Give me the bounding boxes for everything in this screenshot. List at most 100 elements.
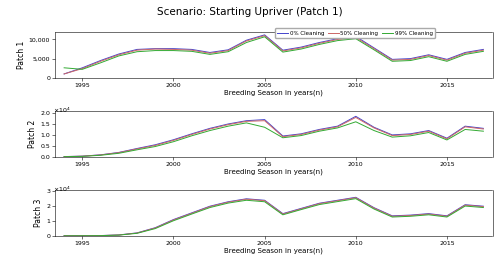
50% Cleaning	[444, 215, 450, 218]
50% Cleaning	[389, 59, 395, 62]
50% Cleaning	[188, 48, 194, 52]
99% Cleaning	[480, 50, 486, 53]
99% Cleaning	[116, 233, 122, 237]
0% Cleaning	[262, 199, 268, 202]
50% Cleaning	[298, 207, 304, 210]
50% Cleaning	[61, 155, 67, 158]
0% Cleaning	[152, 226, 158, 229]
50% Cleaning	[207, 52, 213, 55]
50% Cleaning	[316, 42, 322, 45]
50% Cleaning	[371, 126, 377, 130]
0% Cleaning	[408, 214, 414, 217]
99% Cleaning	[134, 232, 140, 235]
50% Cleaning	[244, 39, 250, 43]
0% Cleaning	[444, 58, 450, 61]
99% Cleaning	[316, 203, 322, 206]
50% Cleaning	[80, 154, 86, 158]
50% Cleaning	[462, 204, 468, 207]
99% Cleaning	[98, 234, 103, 237]
99% Cleaning	[480, 206, 486, 209]
99% Cleaning	[426, 55, 432, 58]
50% Cleaning	[134, 147, 140, 151]
50% Cleaning	[298, 46, 304, 50]
99% Cleaning	[80, 234, 86, 237]
0% Cleaning	[353, 115, 359, 118]
0% Cleaning	[462, 203, 468, 206]
0% Cleaning	[80, 66, 86, 69]
50% Cleaning	[116, 233, 122, 237]
99% Cleaning	[280, 136, 286, 139]
50% Cleaning	[61, 72, 67, 76]
99% Cleaning	[298, 134, 304, 137]
99% Cleaning	[334, 39, 340, 42]
99% Cleaning	[207, 129, 213, 132]
99% Cleaning	[134, 50, 140, 53]
99% Cleaning	[334, 200, 340, 203]
50% Cleaning	[80, 234, 86, 237]
50% Cleaning	[408, 58, 414, 61]
50% Cleaning	[244, 120, 250, 123]
99% Cleaning	[298, 47, 304, 51]
99% Cleaning	[262, 200, 268, 203]
0% Cleaning	[444, 214, 450, 217]
99% Cleaning	[207, 206, 213, 209]
99% Cleaning	[61, 155, 67, 158]
99% Cleaning	[298, 208, 304, 211]
X-axis label: Breeding Season in years(n): Breeding Season in years(n)	[224, 89, 323, 95]
99% Cleaning	[188, 213, 194, 216]
99% Cleaning	[80, 68, 86, 71]
50% Cleaning	[353, 116, 359, 119]
99% Cleaning	[408, 134, 414, 137]
0% Cleaning	[134, 231, 140, 235]
0% Cleaning	[334, 125, 340, 128]
99% Cleaning	[244, 199, 250, 202]
99% Cleaning	[371, 129, 377, 132]
99% Cleaning	[225, 50, 231, 53]
50% Cleaning	[262, 119, 268, 122]
50% Cleaning	[134, 231, 140, 235]
0% Cleaning	[408, 57, 414, 60]
Legend: 0% Cleaning, 50% Cleaning, 99% Cleaning: 0% Cleaning, 50% Cleaning, 99% Cleaning	[275, 28, 435, 38]
0% Cleaning	[444, 137, 450, 140]
0% Cleaning	[170, 138, 176, 141]
50% Cleaning	[444, 59, 450, 62]
50% Cleaning	[188, 212, 194, 215]
50% Cleaning	[262, 34, 268, 37]
50% Cleaning	[371, 47, 377, 50]
0% Cleaning	[134, 147, 140, 150]
0% Cleaning	[134, 48, 140, 51]
99% Cleaning	[444, 138, 450, 142]
0% Cleaning	[225, 122, 231, 126]
99% Cleaning	[280, 51, 286, 54]
0% Cleaning	[152, 47, 158, 50]
Y-axis label: Patch 1: Patch 1	[17, 41, 26, 69]
50% Cleaning	[353, 36, 359, 39]
50% Cleaning	[152, 144, 158, 147]
50% Cleaning	[480, 48, 486, 52]
0% Cleaning	[116, 151, 122, 154]
99% Cleaning	[408, 59, 414, 62]
0% Cleaning	[298, 132, 304, 135]
Line: 0% Cleaning: 0% Cleaning	[64, 35, 484, 74]
50% Cleaning	[280, 49, 286, 52]
0% Cleaning	[480, 205, 486, 208]
Text: ×10$^{4}$: ×10$^{4}$	[53, 184, 70, 194]
0% Cleaning	[80, 154, 86, 158]
50% Cleaning	[188, 133, 194, 136]
99% Cleaning	[262, 35, 268, 38]
0% Cleaning	[244, 39, 250, 42]
Text: ×10$^{4}$: ×10$^{4}$	[53, 105, 70, 115]
99% Cleaning	[371, 207, 377, 211]
0% Cleaning	[207, 51, 213, 54]
0% Cleaning	[207, 127, 213, 130]
0% Cleaning	[280, 48, 286, 52]
0% Cleaning	[426, 212, 432, 215]
Line: 50% Cleaning: 50% Cleaning	[64, 36, 484, 74]
99% Cleaning	[207, 53, 213, 56]
0% Cleaning	[480, 48, 486, 51]
99% Cleaning	[480, 130, 486, 133]
99% Cleaning	[98, 61, 103, 64]
99% Cleaning	[152, 49, 158, 52]
Y-axis label: Patch 2: Patch 2	[28, 120, 38, 148]
50% Cleaning	[389, 134, 395, 137]
